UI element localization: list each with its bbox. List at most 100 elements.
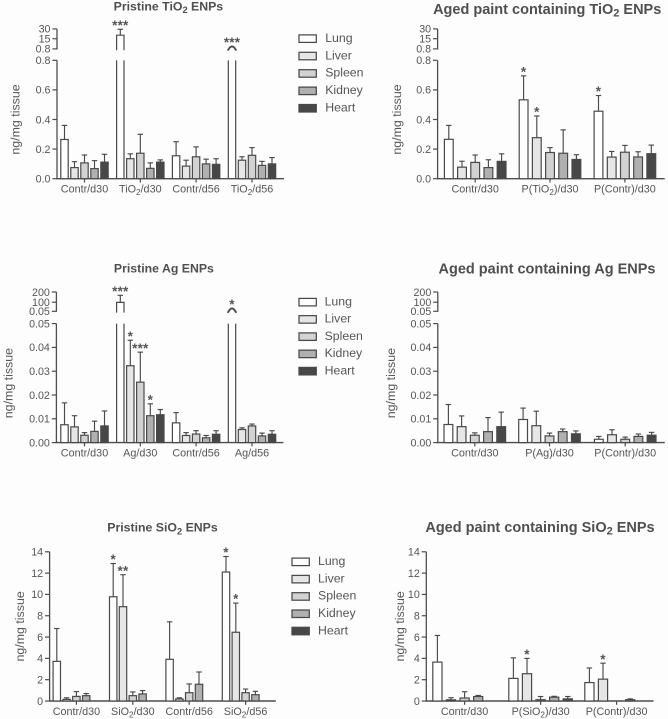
svg-text:0.0: 0.0 (36, 174, 51, 186)
svg-text:14: 14 (408, 547, 420, 559)
svg-text:Contr/d30: Contr/d30 (451, 184, 498, 196)
svg-text:200: 200 (32, 287, 50, 299)
svg-text:***: *** (132, 341, 149, 356)
svg-text:Lung: Lung (325, 294, 353, 308)
svg-text:Contr/d30: Contr/d30 (61, 184, 108, 196)
svg-text:*: * (534, 105, 540, 120)
svg-text:0.05: 0.05 (410, 318, 431, 330)
svg-text:2: 2 (37, 675, 43, 687)
svg-text:2: 2 (414, 675, 420, 687)
svg-text:0.01: 0.01 (29, 414, 50, 426)
svg-text:Contr/d56: Contr/d56 (172, 448, 219, 460)
svg-text:0.4: 0.4 (36, 114, 51, 126)
svg-text:0.00: 0.00 (29, 437, 50, 449)
svg-text:0.04: 0.04 (29, 342, 50, 354)
svg-text:0.05: 0.05 (29, 318, 50, 330)
svg-text:200: 200 (413, 287, 431, 299)
svg-text:Liver: Liver (325, 312, 352, 326)
svg-text:8: 8 (37, 611, 43, 623)
svg-text:10: 10 (31, 589, 43, 601)
svg-text:Kidney: Kidney (325, 83, 363, 97)
svg-text:Liver: Liver (325, 48, 352, 62)
svg-text:0.8: 0.8 (416, 44, 431, 56)
svg-text:0.0: 0.0 (416, 174, 431, 186)
svg-text:0.01: 0.01 (410, 414, 431, 426)
svg-text:30: 30 (419, 24, 431, 36)
svg-text:Lung: Lung (318, 554, 346, 568)
svg-text:4: 4 (37, 653, 43, 665)
svg-text:ng/mg tissue: ng/mg tissue (1, 348, 15, 418)
svg-text:30: 30 (39, 24, 51, 36)
svg-text:Contr/d30: Contr/d30 (441, 706, 488, 718)
svg-text:*: * (229, 297, 235, 312)
svg-text:P(Contr)/d30: P(Contr)/d30 (594, 448, 656, 460)
svg-text:ng/mg tissue: ng/mg tissue (13, 591, 27, 661)
svg-text:Contr/d30: Contr/d30 (61, 448, 108, 460)
svg-text:SiO2​/d30: SiO2​/d30 (111, 706, 155, 719)
svg-text:Kidney: Kidney (318, 606, 356, 620)
svg-text:Contr/d30: Contr/d30 (451, 448, 498, 460)
svg-text:8: 8 (414, 611, 420, 623)
svg-text:SiO2​/d56: SiO2​/d56 (224, 706, 268, 719)
svg-text:ng/mg tissue: ng/mg tissue (8, 84, 22, 154)
svg-text:ng/mg tissue: ng/mg tissue (393, 591, 407, 661)
svg-text:Pristine Ag ENPs: Pristine Ag ENPs (114, 262, 214, 276)
svg-text:Liver: Liver (318, 571, 345, 585)
svg-text:TiO2​/d30: TiO2​/d30 (119, 184, 162, 198)
svg-text:12: 12 (408, 568, 420, 580)
svg-text:15: 15 (419, 34, 431, 46)
svg-text:*: * (223, 545, 229, 560)
svg-text:ng/mg tissue: ng/mg tissue (390, 84, 404, 154)
svg-text:0.04: 0.04 (410, 342, 431, 354)
svg-text:0.8: 0.8 (36, 44, 51, 56)
svg-text:P(Contr)/d30: P(Contr)/d30 (594, 184, 656, 196)
svg-text:Heart: Heart (325, 101, 356, 115)
svg-text:Heart: Heart (318, 623, 349, 637)
svg-text:Heart: Heart (325, 363, 356, 377)
svg-text:0.05: 0.05 (29, 306, 50, 318)
svg-text:Lung: Lung (325, 31, 353, 45)
svg-text:Contr/d30: Contr/d30 (53, 706, 100, 718)
svg-text:P(Contr)/d30: P(Contr)/d30 (586, 706, 648, 718)
svg-text:100: 100 (413, 297, 431, 309)
svg-text:P(Ag)/d30: P(Ag)/d30 (525, 448, 574, 460)
svg-text:14: 14 (31, 547, 43, 559)
svg-text:TiO2​/d56: TiO2​/d56 (231, 184, 274, 198)
svg-text:0: 0 (414, 696, 420, 708)
svg-text:Spleen: Spleen (325, 66, 363, 80)
svg-text:P(SiO2​)/d30: P(SiO2​)/d30 (512, 706, 570, 719)
svg-text:*: * (233, 592, 239, 607)
svg-text:*: * (521, 64, 527, 79)
svg-text:0.6: 0.6 (36, 85, 51, 97)
svg-text:12: 12 (31, 568, 43, 580)
svg-text:*: * (110, 552, 116, 567)
svg-text:0.03: 0.03 (29, 366, 50, 378)
svg-text:0.02: 0.02 (410, 390, 431, 402)
svg-text:0.00: 0.00 (410, 437, 431, 449)
svg-text:*: * (600, 652, 606, 667)
svg-text:6: 6 (37, 632, 43, 644)
svg-text:ng/mg tissue: ng/mg tissue (384, 348, 398, 418)
svg-text:Spleen: Spleen (318, 589, 356, 603)
svg-text:Pristine SiO2​ ENPs: Pristine SiO2​ ENPs (107, 521, 218, 537)
svg-text:0.2: 0.2 (36, 144, 51, 156)
svg-text:***: *** (112, 18, 129, 33)
svg-text:100: 100 (32, 297, 50, 309)
svg-text:Contr/d56: Contr/d56 (172, 184, 219, 196)
svg-text:P(TiO2​)/d30: P(TiO2​)/d30 (522, 184, 579, 198)
svg-text:Ag/d30: Ag/d30 (123, 448, 157, 460)
svg-text:6: 6 (414, 632, 420, 644)
svg-text:Contr/d56: Contr/d56 (165, 706, 212, 718)
svg-text:0.8: 0.8 (36, 55, 51, 67)
svg-text:0.4: 0.4 (416, 114, 431, 126)
svg-text:*: * (596, 84, 602, 99)
svg-text:***: *** (112, 284, 129, 299)
svg-text:*: * (148, 392, 154, 407)
svg-text:Spleen: Spleen (325, 329, 363, 343)
svg-text:0.02: 0.02 (29, 390, 50, 402)
svg-text:*: * (128, 329, 134, 344)
svg-text:10: 10 (408, 589, 420, 601)
svg-text:15: 15 (39, 34, 51, 46)
svg-text:Kidney: Kidney (325, 346, 363, 360)
svg-text:Ag/d56: Ag/d56 (235, 448, 269, 460)
